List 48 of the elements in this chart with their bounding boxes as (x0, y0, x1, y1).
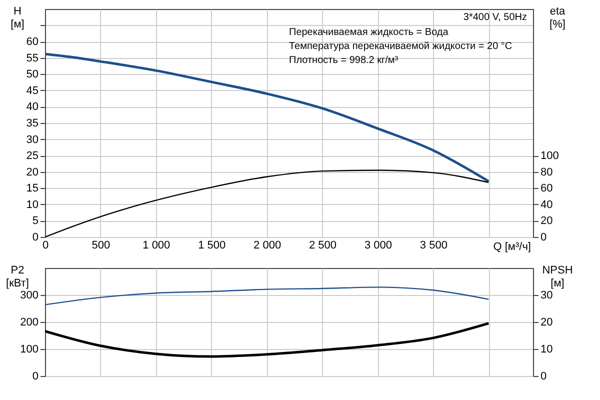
y-tick-label: 200 (20, 316, 38, 328)
annotation: Перекачиваемая жидкость = Вода (289, 27, 449, 38)
x-tick-label: 0 (42, 240, 49, 252)
line-series (45, 170, 490, 237)
x-axis-title: Q [м³/ч] (493, 241, 531, 253)
y2-axis-title: NPSH [м] (542, 264, 573, 290)
y-tick-label: 25 (26, 150, 38, 162)
chart-title: 3*400 V, 50Hz (463, 12, 527, 23)
y2-tick-label: 80 (540, 166, 553, 178)
annotation: Температура перекачиваемой жидкости = 20 °C (289, 41, 512, 52)
y2-tick-label: 0 (540, 232, 547, 244)
y-tick-label: 45 (26, 84, 38, 97)
y-axis-title: H [м] (10, 6, 24, 30)
x-tick-label: 1 000 (142, 240, 170, 252)
y2-axis-title: eta [%] (550, 6, 566, 30)
y2-tick-label: 60 (540, 182, 553, 195)
y2-tick-label: 100 (540, 150, 559, 162)
x-tick-label: 3 500 (420, 240, 448, 252)
x-tick-label: 1 500 (198, 240, 226, 252)
line-series (45, 52, 490, 183)
line-series (45, 286, 490, 306)
x-tick-label: 3 000 (364, 240, 392, 252)
y-tick-label: 0 (32, 232, 38, 244)
y-tick-label: 60 (26, 36, 38, 48)
y-tick-label: 20 (26, 166, 38, 178)
x-tick-label: 2 000 (254, 240, 282, 252)
x-tick-label: 500 (92, 240, 110, 252)
y2-tick-label: 20 (540, 215, 553, 228)
y-tick-label: 55 (26, 52, 38, 64)
y-tick-label: 15 (26, 182, 38, 195)
annotation: Плотность = 998.2 кг/м³ (289, 55, 399, 66)
x-tick-label: 2 500 (309, 240, 337, 252)
y2-tick-label: 0 (540, 370, 547, 382)
y2-tick-label: 10 (540, 344, 553, 356)
line-series (45, 322, 490, 358)
y-tick-label: 35 (26, 118, 38, 130)
y-tick-label: 5 (32, 215, 38, 228)
y-tick-label: 100 (20, 344, 38, 356)
y2-tick-label: 40 (540, 198, 553, 211)
y-tick-label: 300 (20, 290, 38, 302)
y-tick-label: 40 (26, 101, 38, 114)
y-tick-label: 50 (26, 68, 38, 81)
y-tick-label: 0 (32, 370, 38, 382)
y-tick-label: 30 (26, 134, 38, 146)
y-axis-title: P2 [кВт] (6, 264, 29, 290)
y2-tick-label: 30 (540, 290, 553, 302)
y-tick-label: 10 (26, 198, 38, 211)
y2-tick-label: 20 (540, 316, 553, 328)
